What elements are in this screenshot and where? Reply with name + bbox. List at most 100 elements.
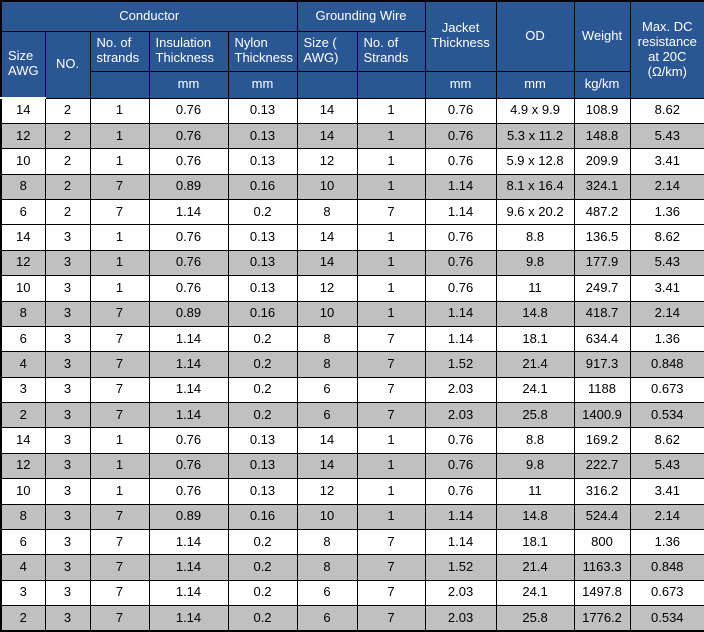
cell-nylon-mm: 0.2	[227, 528, 298, 556]
cell-jacket-mm: 1.52	[424, 351, 497, 378]
cell-g-size-awg: 6	[296, 579, 358, 607]
cell-od-mm: 18.1	[495, 325, 575, 353]
table-body: 14 2 1 0.76 0.13 14 1 0.76 4.9 x 9.9 108.9 8.62 12 2…	[0, 97, 704, 632]
cell-weight-kgkm: 108.9	[573, 97, 631, 124]
cell-insulation-mm: 0.76	[148, 427, 229, 454]
cell-no: 3	[44, 605, 91, 632]
cell-no: 3	[44, 452, 91, 480]
cell-od-mm: 11	[495, 275, 575, 302]
table-row: 8 3 7 0.89 0.16 10 1 1.14 14.8 418.7 2.14	[0, 300, 704, 327]
cell-no: 3	[44, 478, 91, 505]
cell-insulation-mm: 0.76	[148, 148, 229, 175]
cell-insulation-mm: 1.14	[148, 325, 229, 353]
cell-strands: 7	[89, 173, 150, 201]
cell-max-dc-resistance: 3.41	[629, 148, 704, 175]
table-row: 4 3 7 1.14 0.2 8 7 1.52 21.4 917.3 0.848	[0, 351, 704, 378]
table-row: 8 2 7 0.89 0.16 10 1 1.14 8.1 x 16.4 324.1 2.14	[0, 173, 704, 201]
cell-g-strands: 7	[356, 376, 426, 404]
unit-nylon-mm: mm	[227, 70, 298, 99]
cell-max-dc-resistance: 2.14	[629, 173, 704, 201]
cell-g-size-awg: 8	[296, 325, 358, 353]
cell-g-size-awg: 8	[296, 198, 358, 226]
table-row: 3 3 7 1.14 0.2 6 7 2.03 24.1 1497.8 0.673	[0, 579, 704, 607]
header-size-awg: Size AWG	[0, 30, 46, 99]
header-row-columns: Size AWG NO. No. of strands Insulation T…	[0, 30, 704, 99]
cell-strands: 7	[89, 528, 150, 556]
header-grounding-wire: Grounding Wire	[296, 0, 426, 32]
table-row: 10 3 1 0.76 0.13 12 1 0.76 11 249.7 3.41	[0, 275, 704, 302]
cell-strands: 7	[89, 554, 150, 581]
cell-max-dc-resistance: 0.848	[629, 554, 704, 581]
cell-weight-kgkm: 1497.8	[573, 579, 631, 607]
cell-nylon-mm: 0.13	[227, 122, 298, 150]
cell-strands: 7	[89, 351, 150, 378]
cell-size-awg: 6	[0, 325, 46, 353]
cell-nylon-mm: 0.2	[227, 579, 298, 607]
cell-insulation-mm: 0.76	[148, 478, 229, 505]
cell-od-mm: 9.6 x 20.2	[495, 198, 575, 226]
cell-strands: 7	[89, 605, 150, 632]
cell-od-mm: 5.3 x 11.2	[495, 122, 575, 150]
cell-nylon-mm: 0.16	[227, 300, 298, 327]
cell-strands: 7	[89, 325, 150, 353]
cell-g-strands: 7	[356, 554, 426, 581]
cell-jacket-mm: 0.76	[424, 427, 497, 454]
cell-g-size-awg: 8	[296, 554, 358, 581]
cell-jacket-mm: 2.03	[424, 376, 497, 404]
cell-size-awg: 6	[0, 528, 46, 556]
cell-jacket-mm: 0.76	[424, 224, 497, 251]
cell-weight-kgkm: 209.9	[573, 148, 631, 175]
cell-nylon-mm: 0.2	[227, 351, 298, 378]
unit-insulation-mm: mm	[148, 70, 229, 99]
cell-jacket-mm: 1.14	[424, 503, 497, 530]
cell-g-strands: 7	[356, 198, 426, 226]
cell-max-dc-resistance: 8.62	[629, 97, 704, 124]
cell-insulation-mm: 0.89	[148, 300, 229, 327]
cell-max-dc-resistance: 8.62	[629, 427, 704, 454]
cell-size-awg: 12	[0, 122, 46, 150]
cell-nylon-mm: 0.16	[227, 173, 298, 201]
cell-g-strands: 7	[356, 401, 426, 429]
cell-nylon-mm: 0.16	[227, 503, 298, 530]
cell-g-size-awg: 12	[296, 148, 358, 175]
header-no-of-strands: No. of strands	[89, 30, 150, 72]
cell-od-mm: 14.8	[495, 503, 575, 530]
cell-g-strands: 1	[356, 249, 426, 277]
cell-jacket-mm: 0.76	[424, 275, 497, 302]
table-row: 3 3 7 1.14 0.2 6 7 2.03 24.1 1188 0.673	[0, 376, 704, 404]
cell-strands: 1	[89, 452, 150, 480]
cell-jacket-mm: 0.76	[424, 249, 497, 277]
cell-weight-kgkm: 917.3	[573, 351, 631, 378]
cell-size-awg: 2	[0, 401, 46, 429]
cell-od-mm: 9.8	[495, 249, 575, 277]
cell-max-dc-resistance: 1.36	[629, 325, 704, 353]
table-row: 6 2 7 1.14 0.2 8 7 1.14 9.6 x 20.2 487.2 1.36	[0, 198, 704, 226]
cell-insulation-mm: 0.89	[148, 173, 229, 201]
cell-insulation-mm: 0.76	[148, 122, 229, 150]
unit-jacket-mm: mm	[424, 70, 497, 99]
cell-weight-kgkm: 177.9	[573, 249, 631, 277]
cell-g-size-awg: 14	[296, 249, 358, 277]
table-row: 12 2 1 0.76 0.13 14 1 0.76 5.3 x 11.2 148.8 5.43	[0, 122, 704, 150]
cell-insulation-mm: 0.76	[148, 224, 229, 251]
cell-g-strands: 7	[356, 579, 426, 607]
cell-insulation-mm: 0.76	[148, 97, 229, 124]
cell-insulation-mm: 1.14	[148, 528, 229, 556]
cell-g-size-awg: 12	[296, 478, 358, 505]
cell-size-awg: 3	[0, 579, 46, 607]
cell-no: 3	[44, 300, 91, 327]
cell-weight-kgkm: 169.2	[573, 427, 631, 454]
cell-nylon-mm: 0.2	[227, 325, 298, 353]
cell-max-dc-resistance: 0.848	[629, 351, 704, 378]
cell-strands: 7	[89, 376, 150, 404]
header-nylon-thickness: Nylon Thickness	[227, 30, 298, 72]
cell-size-awg: 6	[0, 198, 46, 226]
table-row: 12 3 1 0.76 0.13 14 1 0.76 9.8 177.9 5.43	[0, 249, 704, 277]
cell-weight-kgkm: 800	[573, 528, 631, 556]
cell-no: 3	[44, 325, 91, 353]
cell-insulation-mm: 1.14	[148, 198, 229, 226]
unit-weight-kgkm: kg/km	[573, 70, 631, 99]
cell-size-awg: 14	[0, 224, 46, 251]
cell-jacket-mm: 1.14	[424, 325, 497, 353]
